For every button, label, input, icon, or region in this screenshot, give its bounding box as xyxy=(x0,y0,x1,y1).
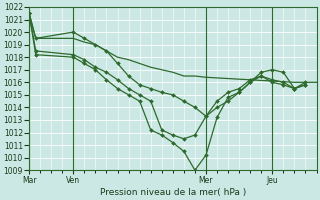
X-axis label: Pression niveau de la mer( hPa ): Pression niveau de la mer( hPa ) xyxy=(100,188,246,197)
